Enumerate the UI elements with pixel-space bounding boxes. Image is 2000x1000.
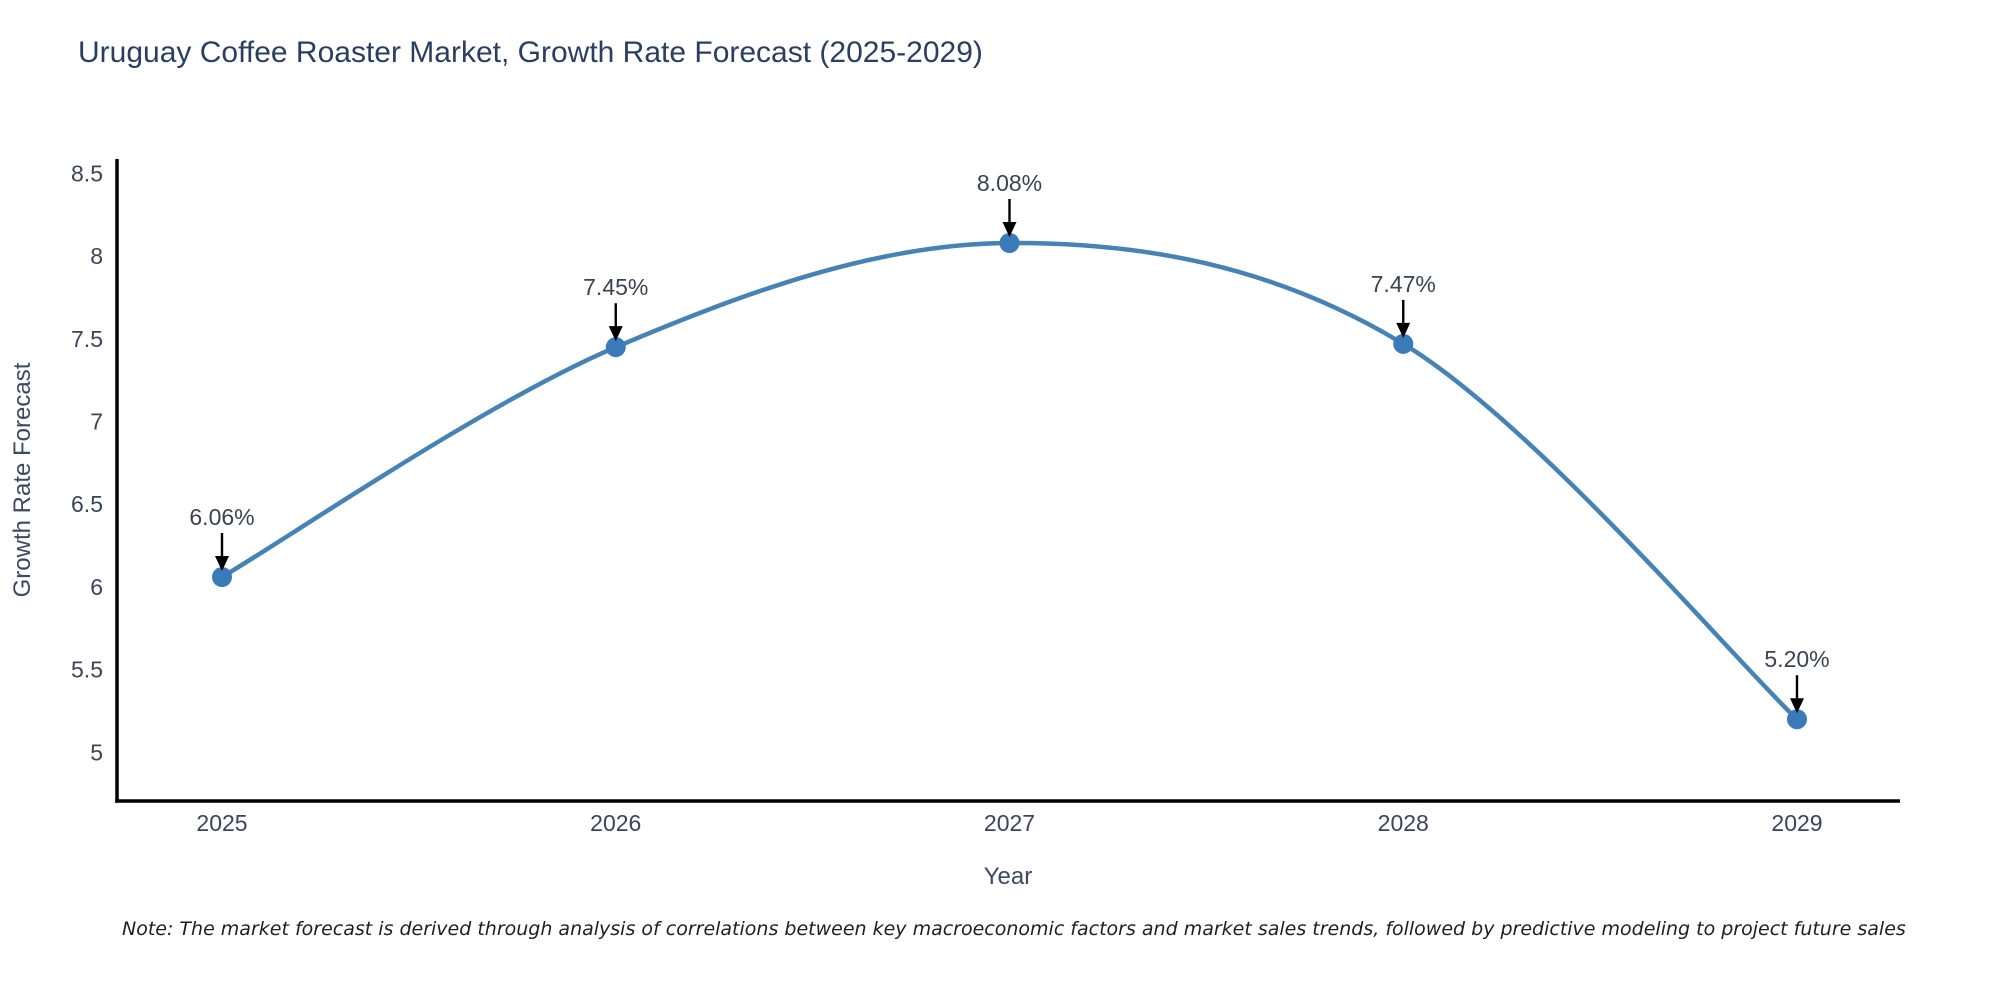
x-tick-label: 2029: [1771, 810, 1822, 836]
y-axis-title: Growth Rate Forecast: [9, 362, 36, 597]
annotation-label: 8.08%: [977, 170, 1042, 196]
annotation-arrowhead-icon: [608, 326, 623, 342]
x-tick-label: 2026: [590, 810, 641, 836]
x-tick-label: 2027: [984, 810, 1035, 836]
annotation-label: 6.06%: [189, 504, 254, 530]
y-tick-label: 8: [90, 243, 103, 269]
y-tick-label: 6.5: [71, 491, 103, 517]
data-point-marker: [1787, 709, 1807, 730]
annotation-label: 5.20%: [1764, 646, 1829, 672]
chart-footnote: Note: The market forecast is derived thr…: [122, 918, 1906, 940]
y-tick-label: 8.5: [71, 161, 103, 187]
data-point-marker: [605, 337, 626, 358]
y-tick-label: 5: [90, 739, 103, 765]
annotation-arrowhead-icon: [1790, 698, 1804, 714]
data-point-marker: [1393, 333, 1414, 354]
x-tick-label: 2028: [1378, 810, 1429, 836]
annotation-arrowhead-icon: [1396, 322, 1411, 338]
x-tick-label: 2025: [196, 810, 247, 836]
data-point-marker: [999, 232, 1020, 253]
annotation-label: 7.45%: [583, 274, 648, 300]
chart-title: Uruguay Coffee Roaster Market, Growth Ra…: [78, 36, 983, 69]
annotation-arrowhead-icon: [1002, 221, 1017, 237]
annotation-label: 7.47%: [1371, 271, 1436, 297]
data-point-marker: [212, 567, 232, 587]
y-tick-label: 7: [90, 409, 103, 435]
y-tick-label: 5.5: [71, 657, 103, 683]
x-axis-title: Year: [984, 863, 1033, 890]
forecast-line: [219, 240, 1800, 722]
y-tick-label: 7.5: [71, 326, 103, 352]
annotation-arrowhead-icon: [215, 556, 229, 571]
y-tick-label: 6: [90, 574, 103, 600]
